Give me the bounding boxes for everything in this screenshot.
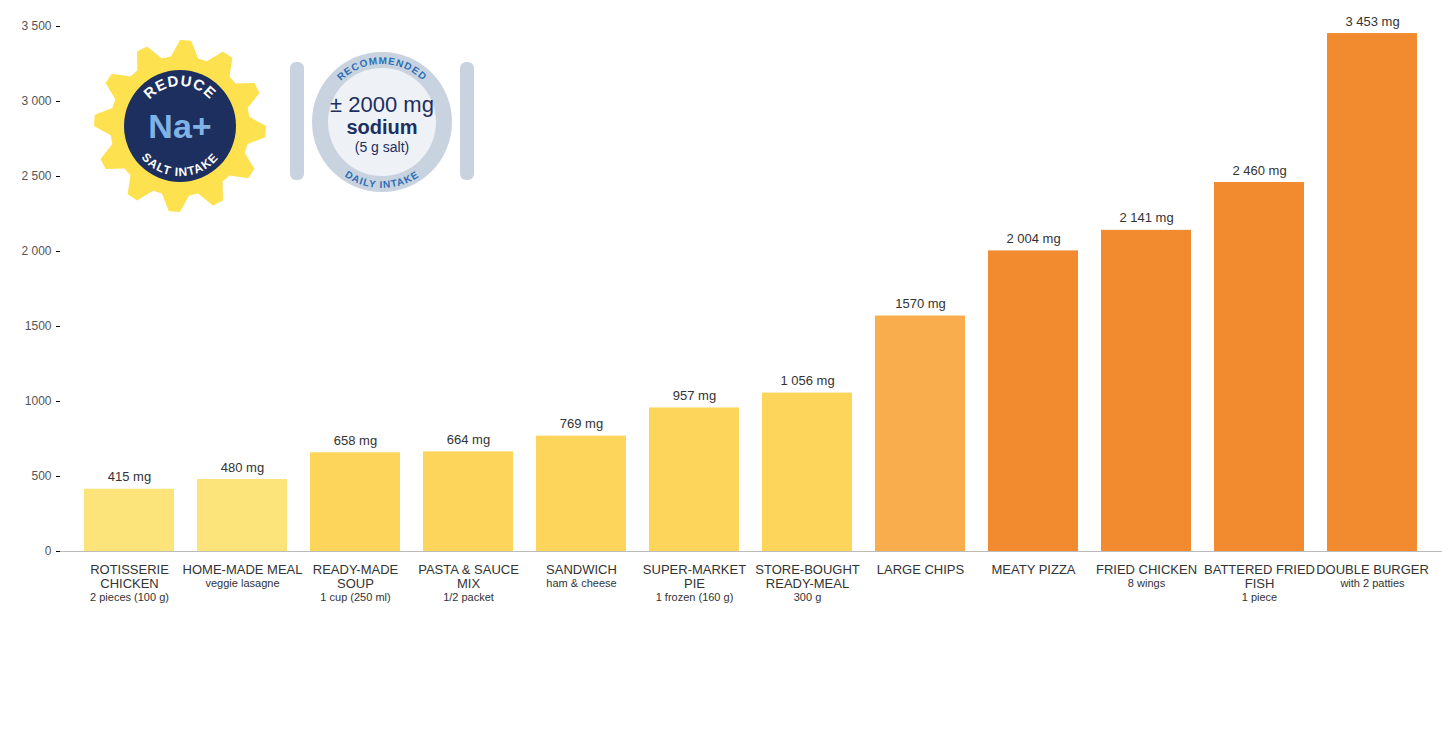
svg-text:1 cup (250 ml): 1 cup (250 ml) xyxy=(320,591,390,603)
svg-text:HOME-MADE MEAL: HOME-MADE MEAL xyxy=(183,562,303,577)
svg-text:RECOMMENDED: RECOMMENDED xyxy=(335,55,430,83)
svg-text:658 mg: 658 mg xyxy=(334,433,377,448)
svg-text:BATTERED FRIEDFISH: BATTERED FRIEDFISH xyxy=(1204,562,1315,591)
svg-text:± 2000 mg: ± 2000 mg xyxy=(330,92,434,117)
svg-text:300 g: 300 g xyxy=(794,591,822,603)
svg-text:LARGE CHIPS: LARGE CHIPS xyxy=(877,562,965,577)
svg-text:2 004 mg: 2 004 mg xyxy=(1006,231,1060,246)
svg-text:957 mg: 957 mg xyxy=(673,388,716,403)
svg-text:veggie lasagne: veggie lasagne xyxy=(205,577,279,589)
svg-text:8 wings: 8 wings xyxy=(1128,577,1166,589)
svg-text:SALT INTAKE: SALT INTAKE xyxy=(139,150,221,179)
svg-text:1570 mg: 1570 mg xyxy=(895,296,946,311)
svg-text:SANDWICH: SANDWICH xyxy=(546,562,617,577)
svg-text:2 000: 2 000 xyxy=(21,244,51,258)
svg-text:2 500: 2 500 xyxy=(21,169,51,183)
svg-text:STORE-BOUGHTREADY-MEAL: STORE-BOUGHTREADY-MEAL xyxy=(755,562,860,591)
svg-text:0: 0 xyxy=(45,544,52,558)
svg-text:769 mg: 769 mg xyxy=(560,416,603,431)
svg-text:Na+: Na+ xyxy=(148,107,211,145)
svg-text:3 000: 3 000 xyxy=(21,94,51,108)
svg-text:480 mg: 480 mg xyxy=(221,460,264,475)
svg-text:2 460 mg: 2 460 mg xyxy=(1232,163,1286,178)
svg-text:1 piece: 1 piece xyxy=(1242,591,1277,603)
svg-text:3 453 mg: 3 453 mg xyxy=(1345,14,1399,29)
svg-text:500: 500 xyxy=(31,469,51,483)
svg-text:415 mg: 415 mg xyxy=(108,469,151,484)
svg-text:ham & cheese: ham & cheese xyxy=(546,577,616,589)
svg-text:REDUCE: REDUCE xyxy=(140,72,220,102)
svg-text:DAILY INTAKE: DAILY INTAKE xyxy=(343,169,421,191)
svg-text:(5 g salt): (5 g salt) xyxy=(355,139,409,155)
svg-text:3 500: 3 500 xyxy=(21,19,51,33)
svg-text:1 frozen (160 g): 1 frozen (160 g) xyxy=(656,591,734,603)
svg-text:with 2 patties: with 2 patties xyxy=(1339,577,1405,589)
svg-text:sodium: sodium xyxy=(346,116,417,138)
svg-text:PASTA & SAUCEMIX: PASTA & SAUCEMIX xyxy=(418,562,519,591)
svg-text:2 pieces (100 g): 2 pieces (100 g) xyxy=(90,591,169,603)
svg-text:1 056 mg: 1 056 mg xyxy=(780,373,834,388)
svg-text:FRIED CHICKEN: FRIED CHICKEN xyxy=(1096,562,1197,577)
svg-text:READY-MADESOUP: READY-MADESOUP xyxy=(313,562,399,591)
svg-text:664 mg: 664 mg xyxy=(447,432,490,447)
svg-text:MEATY PIZZA: MEATY PIZZA xyxy=(991,562,1075,577)
svg-text:DOUBLE BURGER: DOUBLE BURGER xyxy=(1316,562,1429,577)
svg-text:SUPER-MARKETPIE: SUPER-MARKETPIE xyxy=(643,562,746,591)
svg-text:1/2 packet: 1/2 packet xyxy=(443,591,494,603)
svg-text:ROTISSERIECHICKEN: ROTISSERIECHICKEN xyxy=(90,562,169,591)
svg-text:2 141 mg: 2 141 mg xyxy=(1119,210,1173,225)
svg-text:1000: 1000 xyxy=(25,394,52,408)
svg-text:1500: 1500 xyxy=(25,319,52,333)
